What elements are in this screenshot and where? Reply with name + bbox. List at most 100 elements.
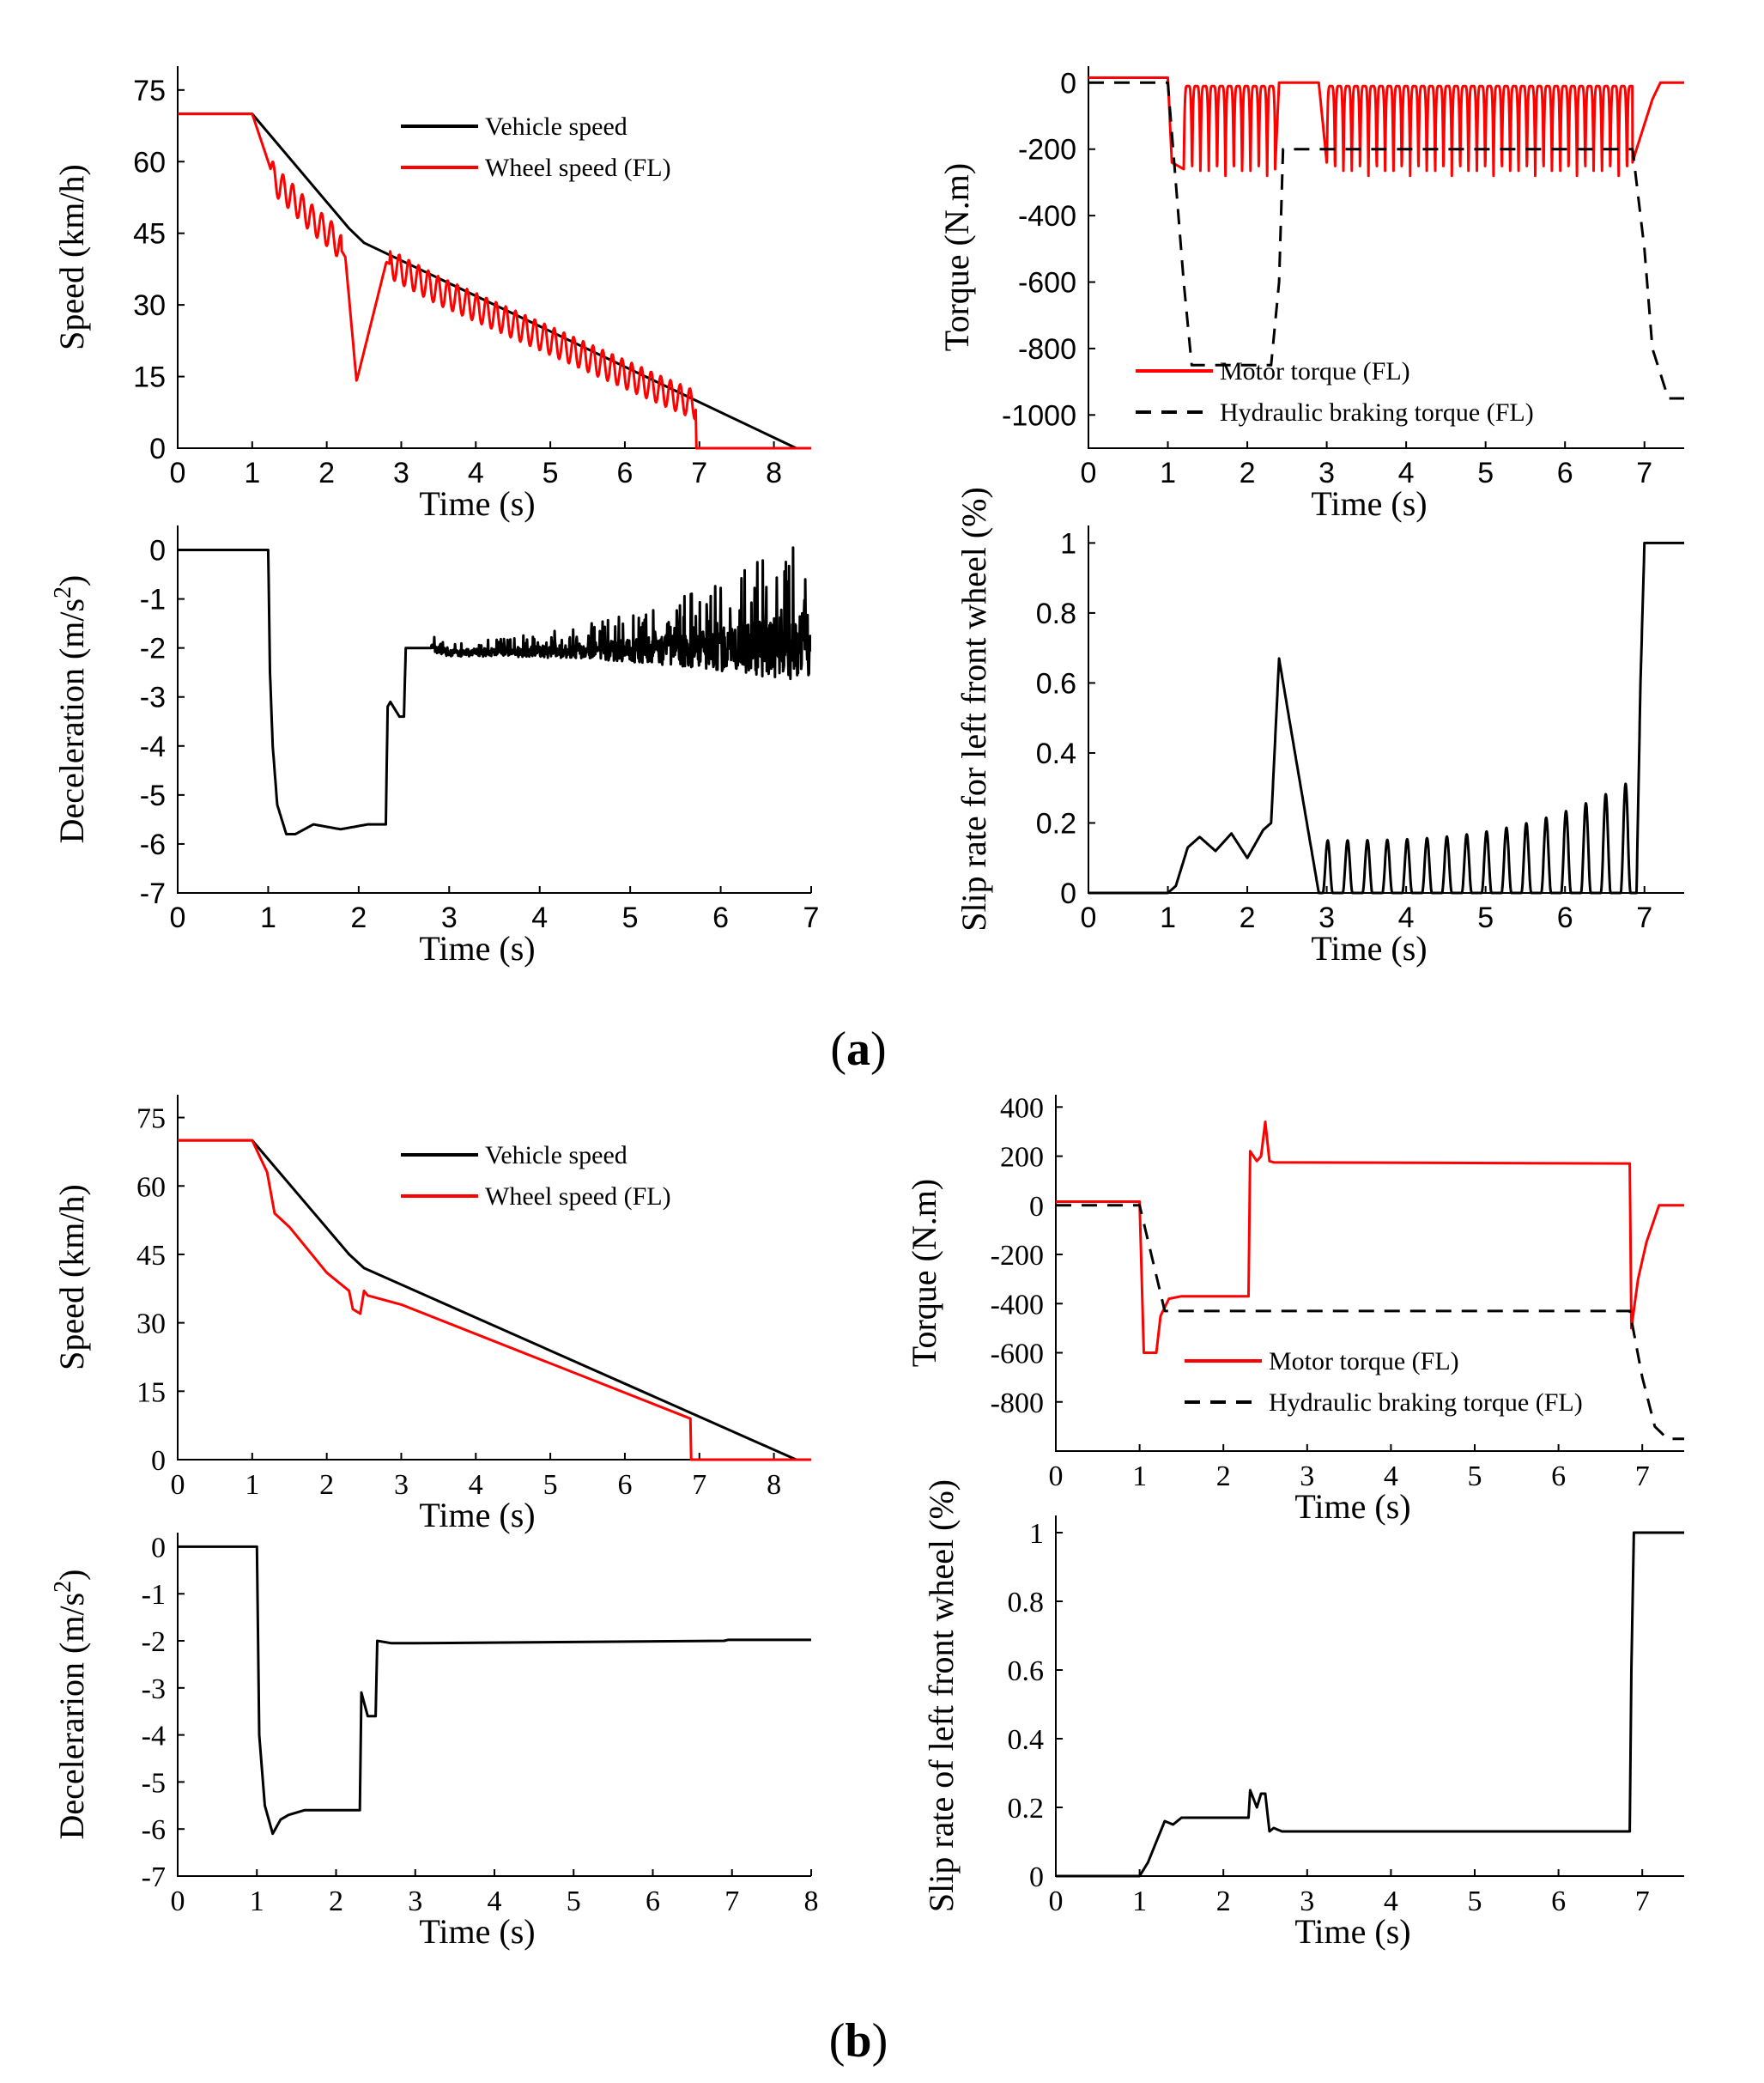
x-tick-label: 1 — [1160, 902, 1176, 934]
legend-label: Wheel speed (FL) — [485, 154, 671, 182]
x-tick-label: 1 — [1132, 1886, 1147, 1917]
y-tick-label: -7 — [142, 1861, 166, 1893]
x-tick-label: 6 — [712, 902, 729, 934]
y-tick-label: 15 — [133, 361, 166, 394]
y-tick-label: -2 — [140, 633, 166, 665]
x-tick-label: 2 — [329, 1886, 343, 1917]
chart-a4-slip-rate: 0 1 2 3 4 5 6 7 0 0.2 0.4 0.6 0.8 1 Time (s) Slip rate … — [955, 487, 1684, 968]
x-tick-label: 4 — [469, 1469, 483, 1501]
axis-frame — [177, 1533, 811, 1877]
y-tick-label: 0 — [1060, 878, 1076, 910]
caption-b: (b) — [829, 2014, 888, 2068]
x-tick-label: 6 — [1557, 902, 1573, 934]
y-axis-label: Speed (km/h) — [52, 1184, 91, 1370]
x-tick-label: 2 — [1240, 902, 1256, 934]
y-tick-label: 0 — [151, 1532, 166, 1564]
x-tick-label: 4 — [1398, 902, 1415, 934]
y-tick-label: -2 — [142, 1626, 166, 1658]
legend: Motor torque (FL) Hydraulic braking torqu… — [1136, 357, 1534, 427]
x-axis-label: Time (s) — [1311, 929, 1427, 968]
y-tick-label: 75 — [133, 75, 166, 107]
x-tick-label: 7 — [1635, 1461, 1650, 1492]
legend-label: Vehicle speed — [485, 1141, 627, 1169]
x-tick-label: 1 — [260, 902, 276, 934]
x-tick-label: 8 — [766, 457, 782, 489]
x-tick-label: 2 — [319, 1469, 334, 1501]
y-tick-label: -1 — [140, 584, 166, 616]
x-tick-label: 0 — [1081, 457, 1097, 489]
x-tick-label: 1 — [250, 1886, 264, 1917]
y-tick-label: 0.8 — [1008, 1587, 1045, 1618]
y-tick-label: -5 — [142, 1767, 166, 1799]
x-tick-label: 0 — [170, 457, 186, 489]
y-tick-label: 75 — [136, 1103, 166, 1135]
y-tick-label: 60 — [133, 146, 166, 179]
x-tick-label: 3 — [1318, 457, 1335, 489]
y-tick-label: 0 — [149, 433, 166, 465]
y-tick-label: 60 — [136, 1171, 166, 1203]
x-tick-label: 4 — [468, 457, 484, 489]
y-tick-label: 0.8 — [1036, 598, 1076, 630]
x-tick-label: 5 — [1477, 902, 1494, 934]
y-tick-label: 30 — [133, 289, 166, 322]
x-axis-label: Time (s) — [419, 484, 535, 523]
x-tick-label: 1 — [245, 1469, 259, 1501]
x-axis-label: Time (s) — [419, 1912, 535, 1951]
y-axis-label: Torque (N.m) — [905, 1179, 943, 1367]
x-tick-label: 5 — [1468, 1461, 1482, 1492]
x-tick-label: 3 — [1318, 902, 1335, 934]
x-tick-label: 5 — [622, 902, 639, 934]
y-tick-label: -400 — [991, 1289, 1044, 1321]
y-axis-label: Decelerarion (m/s2) — [50, 1570, 92, 1840]
chart-b4-slip-rate: 0 1 2 3 4 5 6 7 0 0.2 0.4 0.6 0.8 1 Time (s) Slip rate … — [922, 1479, 1684, 1951]
x-tick-label: 5 — [567, 1886, 581, 1917]
x-tick-label: 5 — [1477, 457, 1494, 489]
x-tick-label: 2 — [1216, 1886, 1231, 1917]
x-tick-label: 3 — [408, 1886, 422, 1917]
x-tick-label: 0 — [1081, 902, 1097, 934]
x-tick-label: 0 — [171, 1469, 185, 1501]
x-tick-label: 4 — [488, 1886, 502, 1917]
x-tick-label: 2 — [318, 457, 335, 489]
legend-label: Hydraulic braking torque (FL) — [1269, 1388, 1583, 1417]
x-tick-label: 4 — [1384, 1461, 1398, 1492]
x-tick-label: 2 — [350, 902, 367, 934]
x-tick-label: 1 — [1160, 457, 1176, 489]
y-tick-label: 0 — [1029, 1191, 1044, 1223]
series-line-deceleration — [178, 546, 811, 835]
x-tick-label: 3 — [393, 457, 409, 489]
x-tick-label: 7 — [724, 1886, 739, 1917]
x-tick-label: 3 — [1300, 1461, 1314, 1492]
y-tick-label: 400 — [1000, 1092, 1044, 1124]
y-axis-label: Speed (km/h) — [52, 164, 91, 350]
y-tick-label: -6 — [142, 1814, 166, 1846]
y-tick-label: -7 — [140, 878, 166, 910]
y-axis-label: Torque (N.m) — [937, 163, 976, 351]
legend: Vehicle speed Wheel speed (FL) — [401, 112, 671, 182]
chart-b3-deceleration: 0 1 2 3 4 5 6 7 8 0 -1 -2 -3 -4 -5 -6 -7 Time (s) Decelera… — [50, 1532, 819, 1951]
y-tick-label: 0.4 — [1036, 738, 1076, 770]
x-tick-label: 0 — [171, 1886, 185, 1917]
x-tick-label: 1 — [244, 457, 260, 489]
series-line-slip-rate — [1088, 541, 1684, 895]
x-axis-label: Time (s) — [1294, 1912, 1410, 1951]
x-tick-label: 6 — [1551, 1461, 1566, 1492]
x-tick-label: 7 — [1636, 902, 1652, 934]
y-tick-label: 0 — [151, 1445, 166, 1477]
caption-a: (a) — [830, 1023, 886, 1076]
x-tick-label: 4 — [531, 902, 548, 934]
chart-a2-torque: 0 1 2 3 4 5 6 7 0 -200 -400 -600 -800 -1000 Time (s) To… — [937, 66, 1684, 523]
x-tick-label: 3 — [441, 902, 458, 934]
x-tick-label: 0 — [170, 902, 186, 934]
x-tick-label: 0 — [1049, 1461, 1064, 1492]
axis-frame — [1088, 525, 1684, 894]
y-tick-label: -600 — [1018, 267, 1076, 300]
y-tick-label: 0.4 — [1008, 1724, 1045, 1756]
y-tick-label: -3 — [140, 682, 166, 714]
y-tick-label: 1 — [1060, 527, 1076, 560]
x-tick-label: 2 — [1216, 1461, 1231, 1492]
x-axis-label: Time (s) — [419, 1496, 535, 1534]
x-tick-label: 4 — [1398, 457, 1415, 489]
